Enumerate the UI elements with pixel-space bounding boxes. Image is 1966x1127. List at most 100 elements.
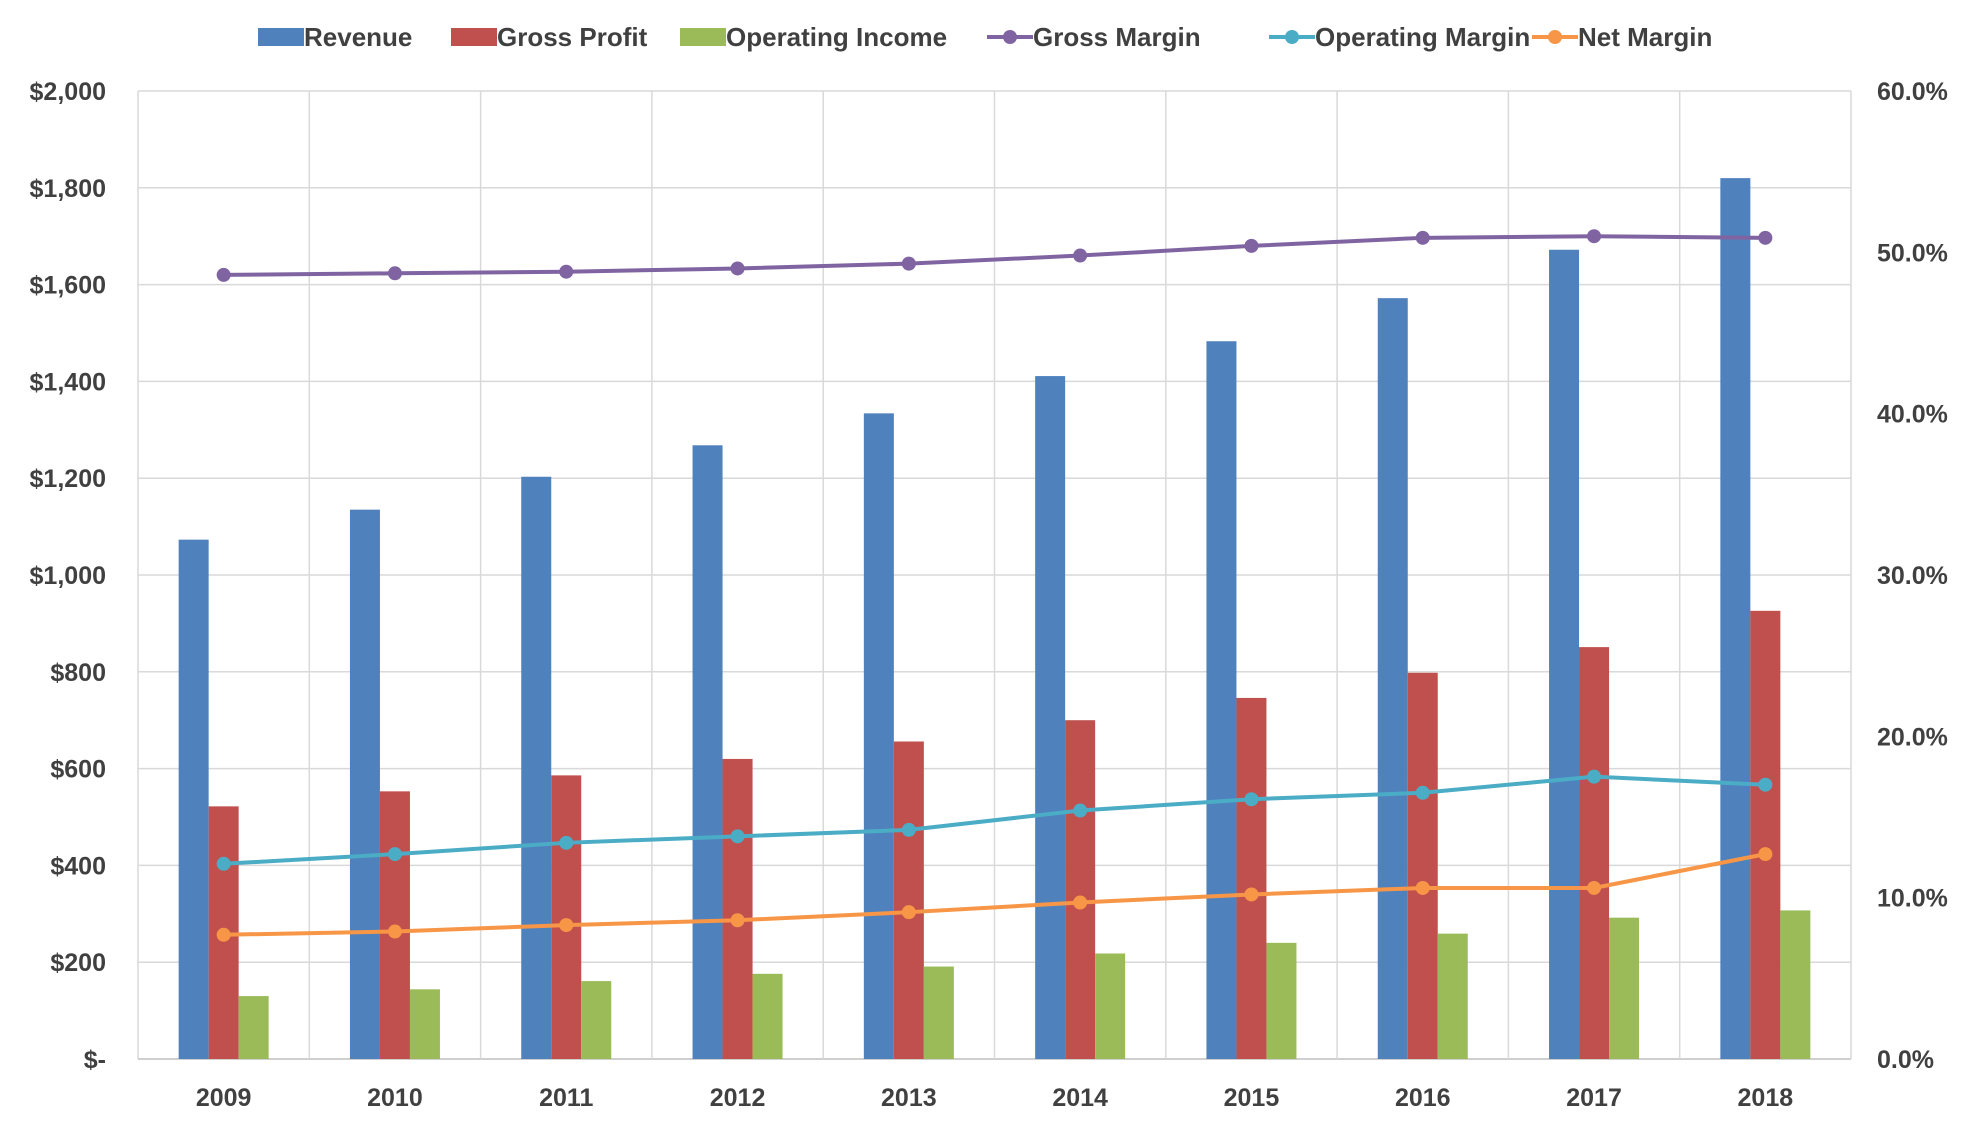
legend-label-gross-profit: Gross Profit xyxy=(497,22,648,52)
bar-revenue xyxy=(1549,249,1580,1059)
legend: Revenue Gross Profit Operating Income Gross… xyxy=(258,22,1712,52)
bar-gross-profit xyxy=(1579,647,1610,1059)
bar-gross-profit xyxy=(893,741,924,1059)
bar-gross-profit xyxy=(1065,720,1096,1059)
y-left-tick-label: $200 xyxy=(50,949,106,977)
point-net-margin xyxy=(387,924,402,939)
bar-operating-income xyxy=(1095,953,1126,1059)
point-gross-margin xyxy=(559,264,574,279)
point-operating-margin xyxy=(1244,792,1259,807)
point-gross-margin xyxy=(730,261,745,276)
y-left-tick-label: $1,600 xyxy=(30,272,106,300)
point-gross-margin xyxy=(1244,238,1259,253)
point-operating-margin xyxy=(901,822,916,837)
bar-operating-income xyxy=(1266,942,1297,1059)
bar-revenue xyxy=(1720,178,1751,1059)
x-tick-label: 2009 xyxy=(196,1084,252,1112)
legend-label-operating-income: Operating Income xyxy=(726,22,947,52)
bar-operating-income xyxy=(1437,933,1468,1059)
bar-operating-income xyxy=(238,996,269,1059)
point-net-margin xyxy=(1587,880,1602,895)
point-gross-margin xyxy=(216,267,231,282)
legend-label-net-margin: Net Margin xyxy=(1578,22,1712,52)
lines xyxy=(216,229,1773,942)
point-net-margin xyxy=(1415,880,1430,895)
y-right-tick-label: 40.0% xyxy=(1877,401,1948,429)
point-gross-margin xyxy=(1758,230,1773,245)
point-net-margin xyxy=(730,913,745,928)
bar-revenue xyxy=(349,509,380,1059)
legend-swatch-revenue xyxy=(258,28,304,46)
legend-swatch-operating-income xyxy=(680,28,726,46)
x-tick-label: 2016 xyxy=(1395,1084,1451,1112)
y-left-tick-label: $800 xyxy=(50,659,106,687)
bar-gross-profit xyxy=(722,758,753,1059)
bar-revenue xyxy=(1035,376,1066,1059)
x-tick-label: 2013 xyxy=(881,1084,937,1112)
point-gross-margin xyxy=(1587,229,1602,244)
bar-revenue xyxy=(521,476,552,1059)
bar-gross-profit xyxy=(1750,610,1781,1059)
bars xyxy=(178,178,1811,1060)
bar-gross-profit xyxy=(551,775,582,1059)
tick-labels: $- $200 $400 $600 $800 $1,000 $1,200 $1,400 $1,6… xyxy=(30,78,1948,1112)
y-left-tick-label: $600 xyxy=(50,756,106,784)
point-operating-margin xyxy=(1587,769,1602,784)
bar-revenue xyxy=(1206,341,1237,1059)
point-net-margin xyxy=(1244,887,1259,902)
y-right-tick-label: 10.0% xyxy=(1877,885,1948,913)
point-net-margin xyxy=(559,918,574,933)
point-net-margin xyxy=(901,905,916,920)
point-net-margin xyxy=(1758,847,1773,862)
point-operating-margin xyxy=(1415,785,1430,800)
bar-operating-income xyxy=(752,973,783,1059)
x-tick-label: 2017 xyxy=(1566,1084,1622,1112)
bar-gross-profit xyxy=(1407,672,1438,1059)
legend-marker-gross-margin xyxy=(1003,30,1017,44)
point-operating-margin xyxy=(216,856,231,871)
y-right-tick-label: 50.0% xyxy=(1877,239,1948,267)
x-tick-label: 2018 xyxy=(1738,1084,1794,1112)
x-tick-label: 2010 xyxy=(367,1084,423,1112)
point-operating-margin xyxy=(1073,803,1088,818)
point-gross-margin xyxy=(901,256,916,271)
line-gross-margin xyxy=(223,234,1766,277)
point-operating-margin xyxy=(1758,777,1773,792)
bar-revenue xyxy=(863,413,894,1059)
y-left-tick-label: $1,800 xyxy=(30,175,106,203)
bar-revenue xyxy=(178,539,209,1059)
point-operating-margin xyxy=(730,829,745,844)
bar-operating-income xyxy=(923,966,954,1059)
x-tick-label: 2012 xyxy=(710,1084,766,1112)
bar-gross-profit xyxy=(1236,697,1267,1059)
y-left-tick-label: $1,200 xyxy=(30,465,106,493)
bar-operating-income xyxy=(581,981,612,1059)
line-operating-margin xyxy=(223,774,1766,866)
point-operating-margin xyxy=(387,847,402,862)
y-left-tick-label: $1,000 xyxy=(30,562,106,590)
legend-label-revenue: Revenue xyxy=(304,22,412,52)
y-right-tick-label: 60.0% xyxy=(1877,78,1948,106)
x-tick-label: 2014 xyxy=(1052,1084,1108,1112)
point-operating-margin xyxy=(559,835,574,850)
y-right-tick-label: 20.0% xyxy=(1877,723,1948,751)
y-left-tick-label: $1,400 xyxy=(30,368,106,396)
bar-revenue xyxy=(1377,298,1408,1060)
point-gross-margin xyxy=(387,266,402,281)
legend-label-gross-margin: Gross Margin xyxy=(1033,22,1201,52)
legend-swatch-gross-profit xyxy=(451,28,497,46)
x-tick-label: 2011 xyxy=(539,1084,593,1112)
bar-revenue xyxy=(692,445,723,1060)
point-net-margin xyxy=(1073,895,1088,910)
bar-operating-income xyxy=(1780,910,1811,1059)
bar-operating-income xyxy=(1609,917,1640,1059)
x-tick-label: 2015 xyxy=(1224,1084,1280,1112)
y-right-tick-label: 0.0% xyxy=(1877,1046,1934,1074)
y-left-tick-label: $2,000 xyxy=(30,78,106,106)
legend-label-operating-margin: Operating Margin xyxy=(1315,22,1530,52)
point-gross-margin xyxy=(1073,248,1088,263)
bar-operating-income xyxy=(409,989,440,1059)
point-net-margin xyxy=(216,927,231,942)
point-gross-margin xyxy=(1415,230,1430,245)
